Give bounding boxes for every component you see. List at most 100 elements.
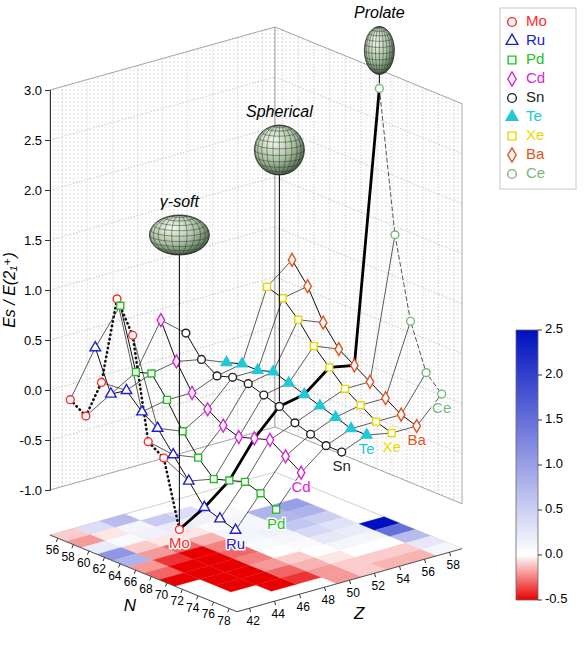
data-point <box>195 454 202 461</box>
x-tick-label: 64 <box>108 569 122 583</box>
x-tick-mark <box>119 564 121 568</box>
y-tick: 1.0 <box>24 283 50 298</box>
data-point <box>241 478 248 485</box>
data-point <box>351 359 358 372</box>
mesh-latitude <box>262 168 297 172</box>
series-line <box>267 287 392 433</box>
z-tick-mark <box>425 559 426 563</box>
data-point <box>366 375 373 388</box>
x-tick-mark <box>150 577 152 581</box>
legend-label: Ba <box>526 145 545 162</box>
data-point <box>148 370 155 377</box>
data-point <box>235 431 242 444</box>
data-point <box>338 448 346 456</box>
series-line <box>161 320 301 473</box>
colorbar-tick-label: 1.0 <box>545 456 563 471</box>
mesh-meridian <box>258 125 301 175</box>
isotone-line <box>70 306 120 400</box>
data-point <box>257 490 264 497</box>
z-axis: 424446485052545658 <box>247 552 461 628</box>
y-axis-title: Es / E(2₁⁺) <box>1 252 18 328</box>
data-point <box>322 442 330 450</box>
z-axis-title: Z <box>353 604 365 623</box>
data-point <box>168 449 179 458</box>
series-line <box>186 333 342 452</box>
series-line <box>226 362 366 435</box>
mesh-latitude <box>153 225 205 231</box>
data-point <box>335 343 342 356</box>
x-tick-mark <box>103 557 105 561</box>
colorbar-tick <box>538 330 542 331</box>
legend-marker <box>508 56 516 64</box>
data-point <box>407 317 415 325</box>
mesh-latitude <box>258 138 301 143</box>
plot-area <box>50 85 462 592</box>
data-point <box>121 384 132 393</box>
data-point <box>375 85 383 93</box>
data-point <box>182 329 190 337</box>
legend-marker <box>508 94 517 103</box>
mesh-latitude <box>369 33 390 35</box>
mesh-latitude <box>364 50 394 53</box>
shape-mesh <box>254 125 304 176</box>
data-point <box>175 526 183 534</box>
z-tick-mark <box>375 573 376 577</box>
grid-line-z <box>112 73 113 473</box>
data-point <box>198 356 206 364</box>
legend-label: Ce <box>526 164 545 181</box>
grid-line-x <box>329 49 330 449</box>
data-point <box>307 430 315 438</box>
y-tick-mark <box>45 140 50 141</box>
data-point <box>98 379 106 387</box>
isotone-line <box>101 359 226 390</box>
data-point <box>391 231 399 239</box>
mesh-latitude <box>258 163 301 168</box>
annotation-label: Spherical <box>246 103 313 120</box>
annotation-label: γ-soft <box>160 193 200 210</box>
mesh-meridian <box>372 26 387 74</box>
x-tick-mark <box>87 551 89 555</box>
x-tick-mark <box>165 583 167 587</box>
isotone-line <box>220 235 395 519</box>
series-label: Te <box>359 440 375 457</box>
colorbar-tick <box>538 555 542 556</box>
z-tick-label: 46 <box>297 600 311 614</box>
y-tick-label: 2.0 <box>24 183 42 198</box>
legend: MoRuPdCdSnTeXeBaCe <box>500 8 576 189</box>
x-tick-mark <box>181 589 183 593</box>
shape-icon <box>149 215 209 255</box>
grid-line-y <box>50 127 462 204</box>
shape-icon <box>364 26 394 74</box>
isotone-line <box>86 320 186 416</box>
series-line <box>120 306 276 510</box>
y-tick: 2.0 <box>24 183 50 198</box>
y-tick-mark <box>45 240 50 241</box>
mesh-latitude <box>372 30 387 32</box>
mesh-latitude <box>365 44 394 47</box>
series-label: Sn <box>333 457 351 474</box>
y-tick: -0.5 <box>20 433 50 448</box>
data-point <box>388 430 395 437</box>
data-point <box>221 356 232 365</box>
shape-outline <box>149 215 209 255</box>
annotation-leader <box>279 175 280 401</box>
data-point <box>266 433 273 446</box>
data-point <box>66 396 74 404</box>
data-point <box>341 385 348 392</box>
colorbar-ramp <box>516 330 538 600</box>
y-axis-line <box>45 91 51 491</box>
series-label: Ba <box>408 431 427 448</box>
mesh-latitude <box>150 230 208 236</box>
mesh-meridian <box>164 215 194 255</box>
x-tick-mark <box>212 602 214 606</box>
y-tick-label: 3.0 <box>24 83 42 98</box>
x-tick-label: 62 <box>93 562 107 576</box>
legend-label: Cd <box>526 69 545 86</box>
data-point <box>264 283 271 290</box>
grid-line-y <box>50 277 462 354</box>
z-tick-mark <box>300 594 301 598</box>
colorbar-tick <box>538 600 542 601</box>
data-point <box>319 316 326 329</box>
series-label: Mo <box>169 534 190 551</box>
data-point <box>204 403 211 416</box>
